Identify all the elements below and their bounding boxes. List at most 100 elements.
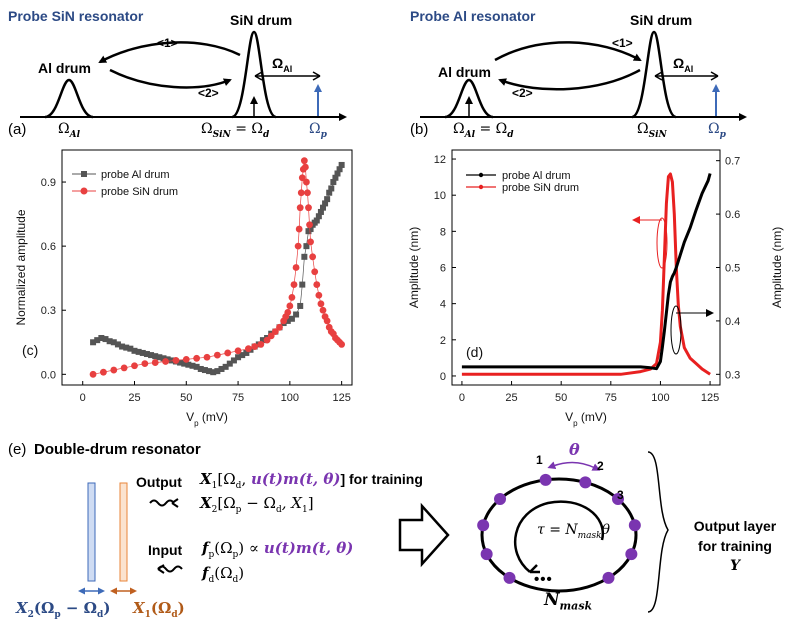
- chart-c-xtick-label: 125: [332, 392, 350, 404]
- chart-c-point-al: [301, 253, 308, 260]
- panel-e-output-layer-label: Output layer for training Y: [693, 518, 777, 574]
- panel-b-arrow-2: [498, 68, 641, 91]
- chart-c-point-al: [152, 353, 159, 360]
- chart-c-legend-marker-al: [81, 171, 87, 177]
- chart-c-point-sin: [224, 349, 232, 357]
- chart-c-point-al: [239, 352, 246, 359]
- chart-c-point-sin: [182, 355, 190, 363]
- ring-node: [611, 493, 624, 506]
- ring-node: [494, 493, 507, 506]
- panel-b-axis-omega-al-eq: ΩAl = Ωd: [453, 121, 514, 140]
- chart-c-point-sin: [120, 364, 128, 372]
- chart-c-point-al: [336, 166, 343, 173]
- chart-c-point-sin: [315, 291, 323, 299]
- chart-c-point-al: [226, 360, 233, 367]
- chart-c-point-sin: [141, 360, 149, 368]
- panel-e-brace: [647, 451, 669, 613]
- chart-c-point-al: [218, 365, 225, 372]
- chart-c-point-al: [214, 368, 221, 375]
- chart-c-point-sin: [263, 336, 271, 344]
- chart-d-legend-marker-sin: [478, 184, 484, 190]
- chart-c-point-al: [197, 365, 204, 372]
- chart-c-point-al: [222, 363, 229, 370]
- chart-c-point-al: [299, 281, 306, 288]
- chart-c-point-al: [160, 355, 167, 362]
- chart-c-point-sin: [303, 178, 310, 186]
- chart-c-legend: probe Al drum probe SiN drum: [72, 169, 178, 198]
- chart-d-xlabel-unit: (mV): [578, 410, 607, 424]
- chart-c-point-sin: [290, 281, 298, 288]
- panel-a-diagram: [20, 30, 347, 121]
- panel-e-blue-beam: [87, 482, 96, 582]
- chart-c-point-sin: [304, 189, 311, 197]
- panel-b-diagram: [420, 30, 747, 121]
- chart-d-ytick-label: 2: [440, 335, 446, 347]
- chart-c-point-sin: [296, 204, 304, 212]
- panel-e-node-3-label: 3: [617, 488, 624, 502]
- chart-d-ylabel-left: Amplitude (nm): [407, 227, 421, 308]
- chart-d-xtick-label: 0: [459, 392, 465, 404]
- chart-c-point-al: [127, 345, 134, 352]
- panel-e-inner-arc: [514, 500, 605, 573]
- chart-c-point-al: [307, 226, 314, 233]
- panel-e-output-wave: [149, 499, 175, 507]
- chart-d-ytick-label: 8: [440, 226, 446, 238]
- panel-e-ring-nodes: [477, 473, 641, 584]
- chart-c-point-al: [338, 161, 345, 168]
- panel-b-axis-omega-p: Ωp: [708, 121, 726, 140]
- chart-c-xlabel-unit: (mV): [199, 410, 228, 424]
- chart-c-xlabel-sub: p: [194, 419, 199, 428]
- chart-d-legend-marker-al: [478, 172, 484, 178]
- ring-node: [625, 548, 638, 561]
- chart-d-xlabel: Vp (mV): [565, 410, 607, 428]
- panel-a-tag: (a): [8, 121, 27, 138]
- panel-b-tag: (b): [410, 121, 429, 138]
- chart-c-point-sin: [203, 353, 211, 361]
- chart-d-xlabel-sub: p: [573, 419, 578, 428]
- chart-c-point-sin: [267, 332, 275, 340]
- chart-c-point-sin: [313, 281, 321, 288]
- chart-c-ytick-label: 0.3: [41, 305, 56, 317]
- panel-e-node-2-label: 2: [597, 459, 604, 473]
- panel-e-tau-formula: τ = Nmaskθ: [537, 522, 611, 541]
- chart-c-point-al: [119, 343, 126, 350]
- chart-c-point-al: [284, 317, 291, 324]
- panel-e-output-label: Output: [136, 474, 182, 490]
- chart-c-point-al: [206, 368, 213, 375]
- chart-c-point-al: [143, 351, 150, 358]
- panel-a-arrow-1: [98, 41, 241, 64]
- chart-c-point-al: [210, 369, 217, 376]
- chart-c-point-al: [317, 208, 324, 215]
- chart-c-point-al: [168, 357, 175, 364]
- chart-c-point-al: [185, 361, 192, 368]
- chart-c-point-sin: [306, 221, 313, 229]
- chart-d-xtick-label: 125: [701, 392, 719, 404]
- chart-c-xtick-label: 25: [128, 392, 140, 404]
- chart-c-point-sin: [288, 294, 296, 301]
- chart-d-al-ellipse: [670, 305, 682, 355]
- chart-c-point-sin: [294, 242, 302, 250]
- chart-c-point-al: [135, 348, 142, 355]
- chart-d: 0 25 50 75 100 125 0 2 4 6 8 10 12 0.3 0.4 0.5 0.6 0.7 Vp …: [407, 149, 784, 428]
- panel-b-al-peak: [444, 78, 494, 119]
- chart-c-legend-marker-sin: [80, 187, 88, 195]
- panel-a-arrow-2-label: <2>: [198, 86, 219, 100]
- chart-c-point-sin: [301, 163, 309, 171]
- chart-c-point-sin: [309, 253, 317, 261]
- chart-c-point-sin: [271, 328, 279, 335]
- chart-d-xtick-label: 50: [555, 392, 567, 404]
- chart-c-point-al: [288, 315, 295, 322]
- chart-c-point-sin: [245, 345, 252, 353]
- chart-c-point-sin: [162, 358, 169, 365]
- chart-d-legend: probe Al drum probe SiN drum: [466, 170, 579, 194]
- chart-d-ytick-label: 0: [440, 371, 446, 383]
- chart-c-legend-label-sin: probe SiN drum: [101, 186, 178, 198]
- chart-c-tag: (c): [22, 342, 38, 358]
- panel-b-al-drum-label: Al drum: [438, 64, 491, 80]
- chart-c-point-al: [326, 189, 333, 196]
- chart-c-point-al: [334, 170, 341, 177]
- chart-c-ytick-label: 0.6: [41, 241, 56, 253]
- chart-c-point-al: [148, 352, 155, 359]
- chart-c-point-al: [131, 347, 138, 354]
